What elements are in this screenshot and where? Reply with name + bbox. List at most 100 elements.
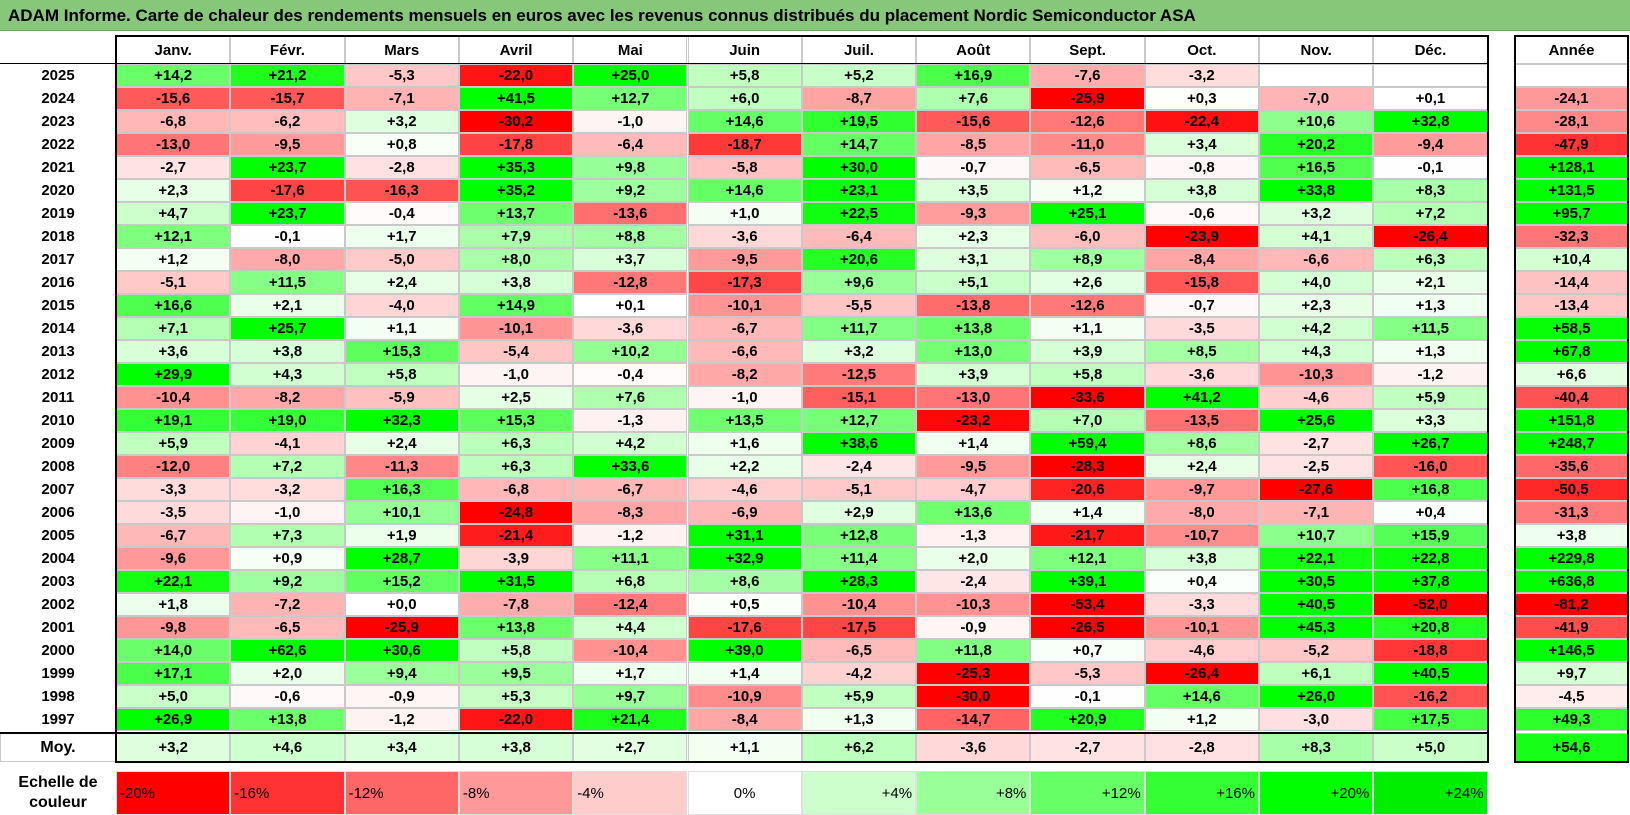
annual-cell: -41,9 — [1515, 616, 1628, 639]
heatmap-cell: +1,3 — [801, 708, 917, 731]
year-label: 2023 — [0, 110, 116, 133]
heatmap-cell: -7,0 — [1259, 87, 1374, 110]
heatmap-cell: -8,2 — [687, 363, 802, 386]
heatmap-cell: -3,2 — [230, 478, 345, 501]
heatmap-cell: -5,0 — [344, 248, 459, 271]
heatmap-cell: +12,7 — [801, 409, 917, 432]
heatmap-cell: +13,7 — [458, 202, 574, 225]
heatmap-cell: -1,3 — [916, 524, 1031, 547]
annual-cell: +636,8 — [1515, 570, 1628, 593]
heatmap-cell: -10,9 — [687, 685, 802, 708]
heatmap-cell: +3,3 — [1373, 409, 1488, 432]
average-cell: +4,6 — [230, 733, 345, 762]
annual-cell: +67,8 — [1515, 340, 1628, 363]
heatmap-cell: +2,0 — [230, 662, 345, 685]
heatmap-cell: -1,2 — [573, 524, 688, 547]
color-scale-label: Echelle de couleur — [18, 774, 98, 811]
heatmap-cell: +9,7 — [573, 685, 688, 708]
heatmap-cell: -16,3 — [344, 179, 459, 202]
heatmap-cell: +3,5 — [916, 179, 1031, 202]
heatmap-cell: +22,8 — [1373, 547, 1488, 570]
heatmap-cell: +40,5 — [1373, 662, 1488, 685]
heatmap-cell: +26,0 — [1259, 685, 1374, 708]
heatmap-cell: -10,4 — [801, 593, 917, 616]
heatmap-cell: +45,3 — [1259, 616, 1374, 639]
heatmap-cell: +4,7 — [116, 202, 231, 225]
heatmap-cell: -0,6 — [1144, 202, 1259, 225]
heatmap-cell: +3,2 — [1259, 202, 1374, 225]
heatmap-cell: -9,4 — [1373, 133, 1488, 156]
heatmap-cell: -12,4 — [573, 593, 688, 616]
heatmap-cell: -12,8 — [573, 271, 688, 294]
heatmap-cell: +12,7 — [573, 87, 688, 110]
heatmap-cell: +15,3 — [458, 409, 574, 432]
heatmap-cell: -0,9 — [344, 685, 459, 708]
heatmap-cell: +5,1 — [916, 271, 1031, 294]
heatmap-cell: +13,8 — [458, 616, 574, 639]
heatmap-cell: -4,2 — [801, 662, 917, 685]
heatmap-cell: +16,9 — [916, 64, 1031, 87]
annual-cell: -32,3 — [1515, 225, 1628, 248]
heatmap-cell: -7,8 — [458, 593, 574, 616]
heatmap-cell: +10,2 — [573, 340, 688, 363]
heatmap-cell: -12,0 — [116, 455, 231, 478]
heatmap-cell: +19,1 — [116, 409, 231, 432]
heatmap-cell: +8,3 — [1373, 179, 1488, 202]
heatmap-cell: -5,1 — [116, 271, 231, 294]
heatmap-cell: -5,4 — [458, 340, 574, 363]
heatmap-cell: -1,0 — [230, 501, 345, 524]
chart-title: ADAM Informe. Carte de chaleur des rende… — [0, 0, 1630, 31]
heatmap-cell: -23,9 — [1144, 225, 1259, 248]
heatmap-cell: -10,4 — [116, 386, 231, 409]
heatmap-cell: +14,6 — [1144, 685, 1259, 708]
heatmap-cell: +7,9 — [458, 225, 574, 248]
heatmap-cell: +0,3 — [1144, 87, 1259, 110]
heatmap-cell: -21,7 — [1030, 524, 1145, 547]
heatmap-cell: +12,1 — [116, 225, 231, 248]
annual-cell: -50,5 — [1515, 478, 1628, 501]
heatmap-cell: +0,4 — [1373, 501, 1488, 524]
heatmap-cell: +2,3 — [916, 225, 1031, 248]
month-header: Févr. — [230, 36, 345, 64]
heatmap-cell: -4,6 — [1259, 386, 1374, 409]
heatmap-cell: +9,2 — [573, 179, 688, 202]
heatmap-cell: -6,5 — [230, 616, 345, 639]
heatmap-cell: +4,1 — [1259, 225, 1374, 248]
heatmap-cell: +7,0 — [1030, 409, 1145, 432]
heatmap-cell: -17,6 — [230, 179, 345, 202]
heatmap-cell: +7,3 — [230, 524, 345, 547]
heatmap-cell: +35,2 — [458, 179, 574, 202]
heatmap-cell: -10,3 — [1259, 363, 1374, 386]
heatmap-cell: +2,0 — [916, 547, 1031, 570]
heatmap-cell: +26,7 — [1373, 432, 1488, 455]
annual-cell: -47,9 — [1515, 133, 1628, 156]
heatmap-cell: +16,8 — [1373, 478, 1488, 501]
heatmap-cell: +32,9 — [687, 547, 802, 570]
heatmap-cell: -0,4 — [344, 202, 459, 225]
heatmap-cell: -1,2 — [344, 708, 459, 731]
month-header: Juin — [687, 36, 802, 64]
heatmap-cell: -53,4 — [1030, 593, 1145, 616]
heatmap-cell: -25,3 — [916, 662, 1031, 685]
year-label: 1999 — [0, 662, 116, 685]
year-label: 2008 — [0, 455, 116, 478]
heatmap-cell: +11,5 — [1373, 317, 1488, 340]
heatmap-cell: -5,5 — [801, 294, 917, 317]
heatmap-cell: +15,3 — [344, 340, 459, 363]
heatmap-cell: -4,1 — [230, 432, 345, 455]
heatmap-cell: -5,9 — [344, 386, 459, 409]
heatmap-cell: +7,1 — [116, 317, 231, 340]
heatmap-cell: +13,6 — [916, 501, 1031, 524]
heatmap-cell: -4,0 — [344, 294, 459, 317]
heatmap-cell: +12,8 — [801, 524, 917, 547]
year-label: 2015 — [0, 294, 116, 317]
heatmap-cell: -2,4 — [916, 570, 1031, 593]
heatmap-cell: -8,0 — [1144, 501, 1259, 524]
heatmap-cell: +1,1 — [1030, 317, 1145, 340]
heatmap-cell: -1,0 — [687, 386, 802, 409]
heatmap-cell: +2,4 — [1144, 455, 1259, 478]
year-label: 2020 — [0, 179, 116, 202]
heatmap-cell: +10,1 — [344, 501, 459, 524]
heatmap-cell: +35,3 — [458, 156, 574, 179]
heatmap-cell: +8,6 — [1144, 432, 1259, 455]
